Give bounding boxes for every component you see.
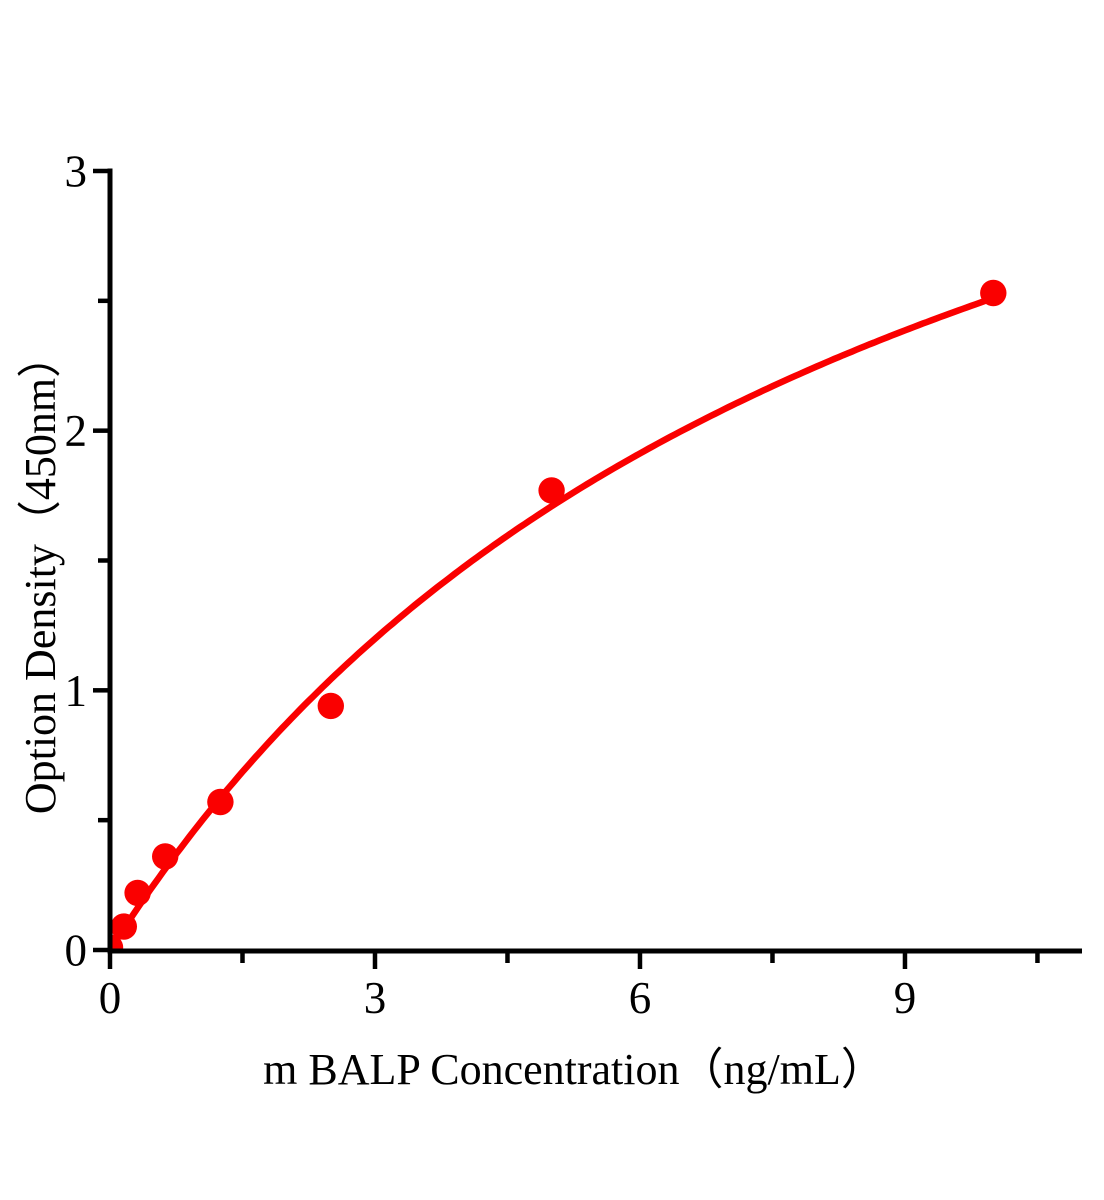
- data-point: [124, 879, 151, 907]
- x-tick-label: 9: [894, 973, 917, 1023]
- y-axis-title: Option Density（450nm）: [16, 333, 65, 815]
- data-point: [110, 913, 137, 940]
- series-group: [107, 279, 1007, 954]
- y-tick-label: 1: [65, 666, 88, 716]
- x-tick-label: 3: [364, 973, 387, 1023]
- y-tick-label: 0: [65, 926, 88, 976]
- fit-curve: [107, 294, 997, 954]
- y-tick-label: 3: [65, 146, 88, 196]
- x-tick-label: 6: [629, 973, 652, 1023]
- y-tick-label: 2: [65, 406, 88, 456]
- data-point: [538, 477, 565, 504]
- x-axis-title: m BALP Concentration（ng/mL）: [263, 1045, 885, 1094]
- data-point: [317, 692, 344, 720]
- data-point: [207, 788, 234, 816]
- x-tick-label: 0: [99, 973, 122, 1023]
- data-point: [980, 279, 1007, 307]
- data-point: [152, 843, 179, 870]
